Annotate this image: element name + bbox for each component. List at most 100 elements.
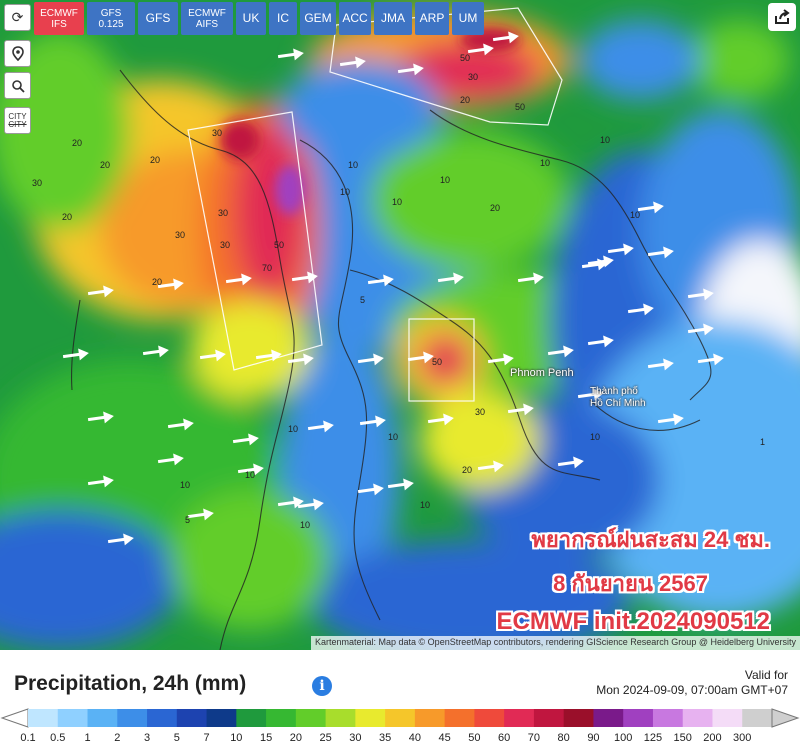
wind-arrow-icon bbox=[367, 274, 394, 287]
tab-acc[interactable]: ACC bbox=[339, 2, 371, 35]
tab-arp[interactable]: ARP bbox=[415, 2, 449, 35]
wind-arrow-icon bbox=[387, 478, 414, 491]
location-button[interactable] bbox=[4, 40, 31, 67]
city-label-struck: CITY bbox=[8, 119, 27, 129]
legend-tick: 2 bbox=[114, 732, 121, 744]
refresh-button[interactable]: ⟳ bbox=[4, 4, 31, 31]
legend-tick: 80 bbox=[557, 732, 570, 744]
legend-tick: 30 bbox=[349, 732, 362, 744]
legend-swatch bbox=[414, 709, 446, 727]
wind-arrow-icon bbox=[607, 243, 634, 256]
legend-tick: 7 bbox=[203, 732, 210, 744]
legend-swatch bbox=[117, 709, 148, 727]
contour-label: 10 bbox=[340, 187, 351, 197]
wind-arrow-icon bbox=[87, 285, 114, 298]
legend-swatch bbox=[504, 709, 535, 727]
tab-label: UK bbox=[242, 11, 260, 25]
wind-arrow-icon bbox=[287, 353, 314, 366]
valid-label: Valid for bbox=[744, 668, 788, 682]
tab-ecmwf-aifs[interactable]: ECMWF AIFS bbox=[181, 2, 233, 35]
tab-gfs-0-125[interactable]: GFS 0.125 bbox=[87, 2, 135, 35]
wind-arrow-icon bbox=[557, 456, 584, 469]
legend-tick: 0.1 bbox=[20, 732, 36, 744]
tab-gfs[interactable]: GFS bbox=[138, 2, 178, 35]
contour-label: 20 bbox=[72, 138, 83, 148]
forecast-date: 8 กันยายน 2567 bbox=[553, 571, 708, 596]
city-toggle-button[interactable]: CITY CITY bbox=[4, 107, 31, 134]
legend-swatch bbox=[176, 709, 208, 727]
map-attribution[interactable]: Kartenmaterial: Map data © OpenStreetMap… bbox=[311, 636, 800, 650]
contour-label: 10 bbox=[180, 480, 191, 490]
tab-label: JMA bbox=[381, 12, 405, 24]
tab-uk[interactable]: UK bbox=[236, 2, 266, 35]
tab-label-line2: AIFS bbox=[195, 18, 219, 30]
tab-ic[interactable]: IC bbox=[269, 2, 297, 35]
contour-label: 10 bbox=[348, 160, 359, 170]
wind-arrows-layer bbox=[62, 31, 724, 546]
wind-arrow-icon bbox=[277, 48, 304, 61]
city-label: CITY bbox=[8, 111, 27, 121]
color-scale-ticks: 0.1 0.5 1 2 3 5 7 10 15 20 25 30 35 40 45 50 60 70 80 90 100… bbox=[0, 732, 800, 748]
refresh-icon: ⟳ bbox=[11, 9, 24, 25]
legend-tick: 10 bbox=[230, 732, 243, 744]
tab-label: ECMWF IFS bbox=[40, 8, 78, 30]
contour-label: 10 bbox=[590, 432, 601, 442]
contour-label: 20 bbox=[62, 212, 73, 222]
legend-tick: 1 bbox=[84, 732, 91, 744]
tab-label-line1: ECMWF bbox=[40, 7, 78, 19]
legend-tick: 150 bbox=[673, 732, 692, 744]
legend-tick: 20 bbox=[289, 732, 302, 744]
place-label-ho-chi-minh: Thành phố Hồ Chí Minh bbox=[590, 386, 646, 410]
wind-arrow-icon bbox=[277, 496, 304, 509]
valid-time: Mon 2024-09-09, 07:00am GMT+07 bbox=[596, 683, 788, 697]
contour-label: 10 bbox=[300, 520, 311, 530]
contour-label: 10 bbox=[420, 500, 431, 510]
tab-label-line1: ARP bbox=[419, 11, 445, 25]
tab-jma[interactable]: JMA bbox=[374, 2, 412, 35]
contour-label: 30 bbox=[220, 240, 231, 250]
tab-gem[interactable]: GEM bbox=[300, 2, 336, 35]
contour-label: 10 bbox=[245, 470, 256, 480]
tab-label-line1: IC bbox=[277, 11, 289, 25]
contour-label: 20 bbox=[152, 277, 163, 287]
legend-tick: 45 bbox=[438, 732, 451, 744]
contour-label: 10 bbox=[630, 210, 641, 220]
tab-label: ACC bbox=[342, 12, 367, 24]
contour-label: 10 bbox=[288, 424, 299, 434]
zoom-button[interactable] bbox=[4, 72, 31, 99]
wind-arrow-icon bbox=[437, 272, 464, 285]
tab-label-line2: 0.125 bbox=[98, 18, 124, 30]
wind-arrow-icon bbox=[637, 201, 664, 214]
legend-swatch bbox=[28, 709, 59, 727]
legend-swatch bbox=[236, 709, 267, 727]
tab-um[interactable]: UM bbox=[452, 2, 484, 35]
legend-tick: 125 bbox=[643, 732, 663, 744]
wind-arrow-icon bbox=[87, 411, 114, 424]
contour-label: 50 bbox=[432, 357, 443, 367]
zoom-icon bbox=[11, 79, 25, 93]
tab-ecmwf-ifs[interactable]: ECMWF IFS bbox=[34, 2, 84, 35]
wind-arrow-icon bbox=[492, 31, 519, 44]
wind-arrow-icon bbox=[657, 413, 684, 426]
tab-label: UM bbox=[459, 12, 478, 24]
contour-label: 50 bbox=[460, 53, 471, 63]
legend-swatch bbox=[682, 709, 713, 727]
wind-arrow-icon bbox=[697, 353, 724, 366]
legend-tick: 5 bbox=[173, 732, 180, 744]
share-button[interactable] bbox=[768, 3, 796, 31]
color-scale-bar bbox=[0, 708, 800, 728]
precipitation-map[interactable]: ECMWF IFS GFS 0.125 GFS ECMWF AIFS UK IC GEM ACC JM… bbox=[0, 0, 800, 650]
place-label-hcm-line1: Thành phố bbox=[590, 386, 638, 397]
legend-swatch bbox=[563, 709, 594, 727]
tab-label-line1: UK bbox=[242, 11, 260, 25]
info-icon[interactable]: i bbox=[312, 676, 332, 696]
wind-arrow-icon bbox=[357, 483, 384, 496]
legend-tick: 40 bbox=[408, 732, 421, 744]
wind-arrow-icon bbox=[587, 335, 614, 348]
legend-lower-cap bbox=[0, 708, 29, 728]
legend-tick: 25 bbox=[319, 732, 332, 744]
legend-swatch bbox=[712, 709, 743, 727]
contour-label: 30 bbox=[32, 178, 43, 188]
legend-panel: Precipitation, 24h (mm) i Valid for Mon … bbox=[0, 650, 800, 750]
tab-label: GFS 0.125 bbox=[98, 8, 123, 30]
